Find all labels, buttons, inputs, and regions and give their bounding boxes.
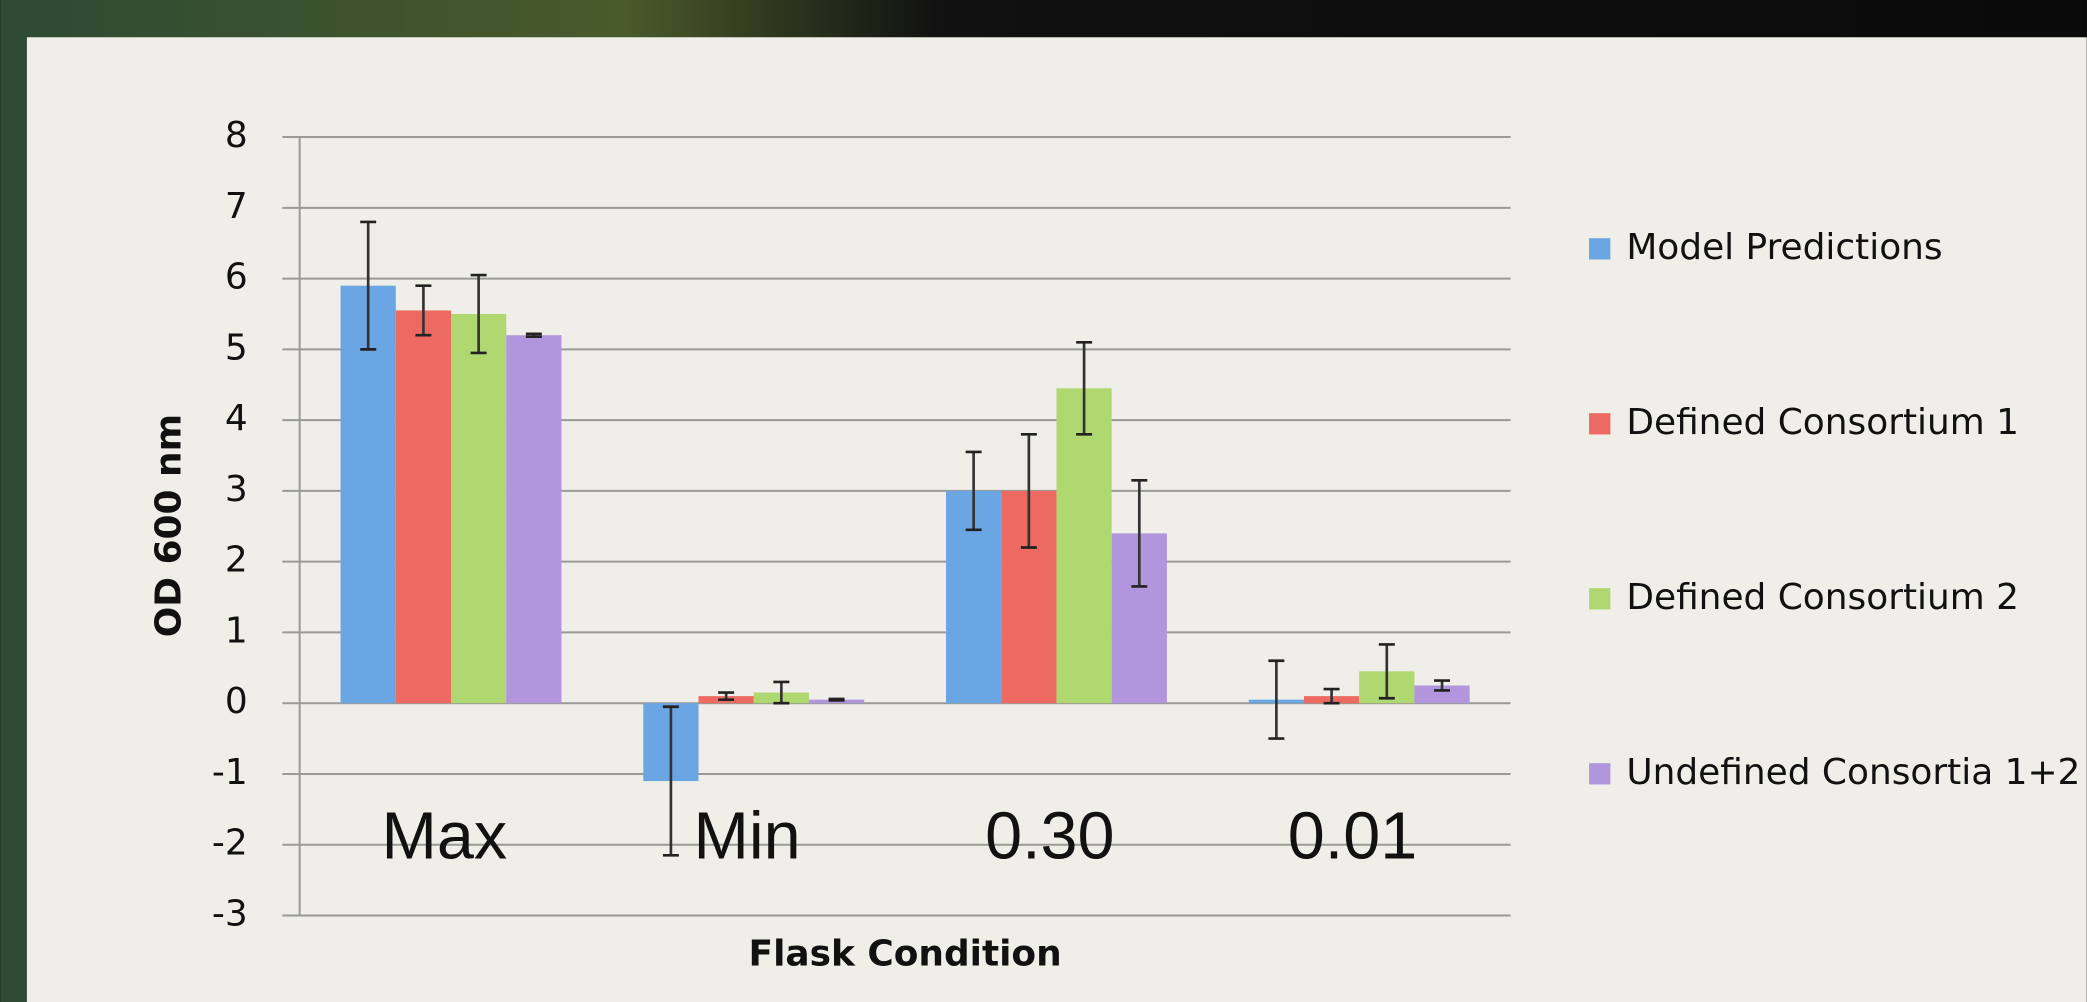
chart: OD 600 nm Flask Condition -3 -2 -1 0 1 2 3 4 5 6 7… — [0, 0, 2087, 1002]
bar — [451, 314, 506, 703]
y-axis-title: OD 600 nm — [149, 414, 190, 637]
y-tick-label: -2 — [212, 823, 248, 864]
page: {"chart_data":{"type":"bar","x_label":"F… — [0, 0, 2087, 1002]
bar — [396, 310, 451, 703]
y-tick-label: 5 — [225, 327, 248, 368]
y-tick-label: 6 — [225, 257, 248, 298]
y-tick-label: 7 — [225, 186, 248, 227]
legend-label: Undefined Consortia 1+2 — [1626, 752, 2080, 793]
x-tick-label: Min — [693, 800, 800, 874]
x-tick-label: Max — [382, 800, 508, 874]
y-tick-label: -1 — [212, 752, 248, 793]
x-tick-label: 0.01 — [1288, 800, 1417, 874]
legend-label: Defined Consortium 2 — [1626, 577, 2019, 618]
legend-label: Defined Consortium 1 — [1626, 402, 2019, 443]
legend-swatch — [1589, 588, 1610, 609]
y-tick-label: 0 — [225, 681, 248, 722]
y-tick-label: -3 — [212, 894, 248, 935]
legend-swatch — [1589, 763, 1610, 784]
legend-label: Model Predictions — [1626, 227, 1942, 268]
bar — [506, 335, 561, 703]
x-tick-label: 0.30 — [985, 800, 1114, 874]
x-axis-title: Flask Condition — [749, 933, 1062, 974]
y-tick-label: 1 — [225, 610, 248, 651]
legend-swatch — [1589, 413, 1610, 434]
y-tick-label: 8 — [225, 115, 248, 156]
y-tick-label: 3 — [225, 469, 248, 510]
y-tick-label: 2 — [225, 540, 248, 581]
legend-swatch — [1589, 238, 1610, 259]
y-tick-label: 4 — [225, 398, 248, 439]
